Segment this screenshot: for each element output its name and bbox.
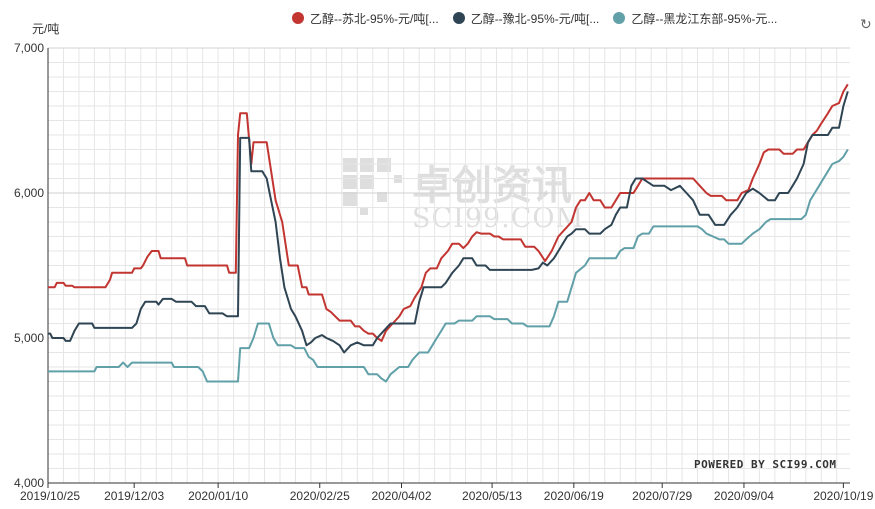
x-tick-label: 2020/02/25 bbox=[290, 489, 350, 503]
x-tick-label: 2020/04/02 bbox=[371, 489, 431, 503]
powered-by-label: POWERED BY SCI99.COM bbox=[694, 458, 837, 471]
x-tick-label: 2020/05/13 bbox=[462, 489, 522, 503]
y-tick-label: 4,000 bbox=[14, 476, 44, 490]
watermark-en: SCI99.COM bbox=[412, 203, 584, 234]
legend-item-heilongjiang[interactable]: 乙醇--黑龙江东部-95%-元... bbox=[613, 10, 777, 27]
axes: 4,000 5,000 6,000 7,000 2019/10/25 2019/12/03… bbox=[14, 41, 874, 503]
legend-dot-navy-icon bbox=[452, 12, 465, 24]
series-line-1[interactable] bbox=[48, 91, 849, 354]
legend-dot-teal-icon bbox=[613, 12, 626, 24]
y-tick-label: 5,000 bbox=[14, 331, 44, 345]
refresh-icon[interactable]: ↻ bbox=[860, 16, 872, 32]
sci99-watermark: 卓创资讯 SCI99.COM bbox=[343, 158, 584, 234]
x-tick-label: 2019/12/03 bbox=[104, 489, 164, 503]
legend-label: 乙醇--苏北-95%-元/吨[... bbox=[310, 11, 439, 26]
legend-dot-red-icon bbox=[292, 12, 304, 24]
x-tick-label: 2020/10/19 bbox=[813, 489, 873, 503]
legend: 乙醇--苏北-95%-元/吨[... 乙醇--豫北-95%-元/吨[... 乙醇… bbox=[292, 9, 777, 27]
legend-item-subei[interactable]: 乙醇--苏北-95%-元/吨[... bbox=[292, 10, 439, 27]
x-tick-label: 2020/06/19 bbox=[544, 489, 604, 503]
x-tick-label: 2020/07/29 bbox=[632, 489, 692, 503]
watermark-cn: 卓创资讯 bbox=[412, 163, 572, 209]
y-axis-unit-label: 元/吨 bbox=[32, 22, 60, 36]
series-line-2[interactable] bbox=[48, 148, 849, 383]
series-lines bbox=[48, 83, 849, 383]
x-tick-label: 2020/01/10 bbox=[188, 489, 248, 503]
grid bbox=[47, 47, 850, 484]
legend-label: 乙醇--黑龙江东部-95%-元... bbox=[631, 11, 778, 26]
legend-label: 乙醇--豫北-95%-元/吨[... bbox=[470, 11, 600, 26]
y-tick-label: 7,000 bbox=[14, 41, 44, 55]
x-tick-label: 2020/09/04 bbox=[714, 489, 774, 503]
y-tick-label: 6,000 bbox=[14, 186, 44, 200]
series-line-0[interactable] bbox=[48, 83, 849, 342]
x-tick-label: 2019/10/25 bbox=[20, 489, 80, 503]
legend-item-yubei[interactable]: 乙醇--豫北-95%-元/吨[... bbox=[452, 10, 600, 27]
